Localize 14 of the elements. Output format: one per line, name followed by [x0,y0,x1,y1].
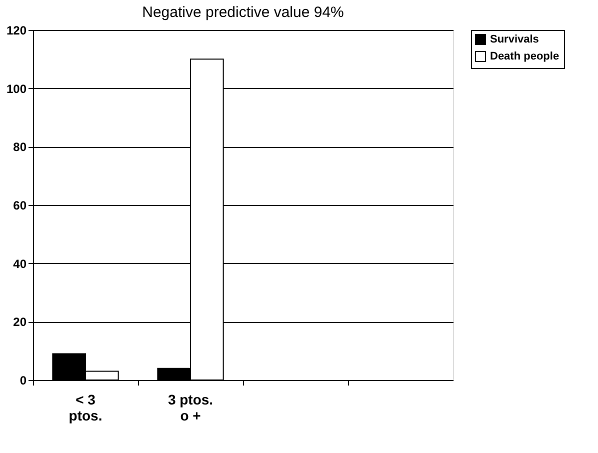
y-tick-label: 0 [20,374,27,388]
category-label: o + [180,408,201,424]
y-tick-label: 60 [13,198,27,212]
y-tick-label: 80 [13,140,27,154]
y-tick-label: 120 [6,24,27,38]
category-label: 3 ptos. [168,392,214,408]
category-label: < 3 [76,392,96,408]
legend-label: Survivals [490,34,539,46]
y-tick-label: 20 [13,315,27,330]
y-tick-label: 100 [6,82,27,96]
legend-label: Death people [490,50,560,62]
category-label: ptos. [68,408,102,424]
chart-title: Negative predictive value 94% [142,4,344,21]
y-tick-label: 40 [13,256,27,271]
